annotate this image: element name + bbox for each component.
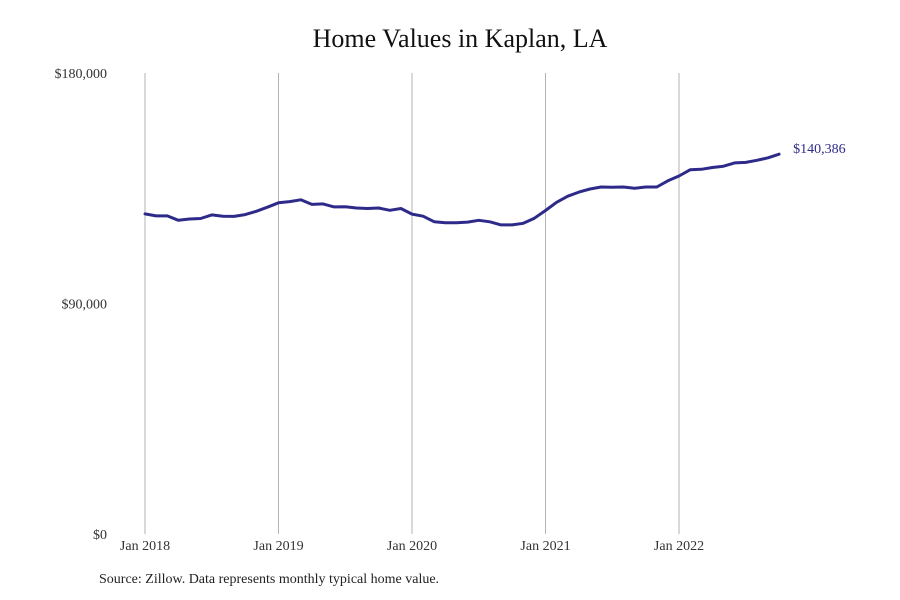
series-group: $140,386	[143, 142, 846, 227]
y-tick-label: $0	[93, 528, 107, 543]
x-tick-label: Jan 2019	[253, 539, 303, 554]
grid-lines	[144, 73, 680, 534]
x-tick-label: Jan 2020	[387, 539, 437, 554]
series-line	[143, 152, 781, 227]
y-tick-label: $180,000	[55, 67, 108, 82]
x-tick-label: Jan 2018	[120, 539, 170, 554]
x-tick-label: Jan 2022	[654, 539, 704, 554]
x-axis: Jan 2018 Jan 2019 Jan 2020 Jan 2021 Jan 2022	[120, 539, 704, 554]
source-note: Source: Zillow. Data represents monthly …	[99, 572, 440, 587]
end-value-label: $140,386	[793, 142, 846, 157]
chart-title: Home Values in Kaplan, LA	[312, 24, 608, 53]
y-axis: $0 $90,000 $180,000	[55, 67, 108, 543]
y-tick-label: $90,000	[62, 298, 108, 313]
x-tick-label: Jan 2021	[520, 539, 570, 554]
